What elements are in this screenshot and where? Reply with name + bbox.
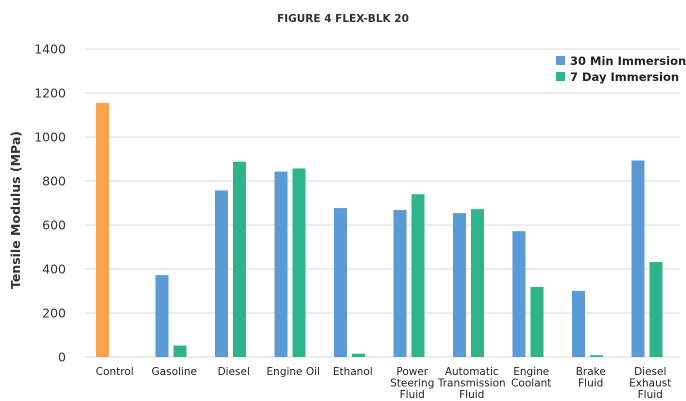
y-tick-label: 200 [42, 306, 66, 321]
bar-series-2 [411, 194, 425, 357]
x-tick-label-line: Fluid [459, 389, 484, 401]
y-tick-labels: 0 200 400 600 800 1000 1200 1400 [34, 42, 66, 365]
bar-series-2 [292, 168, 306, 357]
x-tick-label-line: Gasoline [152, 366, 197, 378]
x-tick-label-line: Fluid [400, 389, 425, 401]
x-tick-label-line: Engine [513, 366, 549, 378]
x-tick-label-line: Power [396, 366, 428, 378]
y-tick-label: 400 [42, 262, 66, 277]
bar-series-2 [530, 287, 544, 357]
y-tick-label: 1400 [34, 42, 66, 57]
x-tick-label: Diesel Exhaust Fluid [629, 366, 671, 401]
x-tick-label-line: Ethanol [333, 366, 373, 378]
x-tick-label-line: Exhaust [629, 378, 671, 390]
bar-control [96, 102, 109, 358]
x-tick-label-line: Brake [576, 366, 606, 378]
x-tick-label-line: Coolant [511, 378, 551, 390]
bar-series-1 [572, 291, 585, 357]
x-tick-label-line: Diesel [218, 366, 250, 378]
y-tick-label: 1200 [34, 86, 66, 101]
bar-series-1 [155, 275, 169, 357]
x-tick-label: Control [96, 366, 134, 378]
bar-series-1 [453, 213, 466, 357]
y-tick-label: 600 [42, 218, 66, 233]
bar-series-1 [215, 190, 228, 357]
x-tick-label-line: Diesel [634, 366, 666, 378]
bar-series-2 [471, 209, 484, 357]
legend-label-2: 7 Day Immersion [570, 70, 679, 84]
x-tick-label-line: Fluid [578, 378, 603, 390]
x-tick-label-line: Transmission [437, 378, 506, 390]
legend: 30 Min Immersion 7 Day Immersion [556, 54, 686, 84]
x-tick-label-line: Fluid [638, 389, 663, 401]
y-axis-label: Tensile Modulus (MPa) [8, 131, 23, 289]
bar-series-1 [631, 160, 645, 357]
y-tick-label: 1000 [34, 130, 66, 145]
bar-series-2 [173, 345, 187, 357]
bar-series-2 [649, 261, 663, 357]
x-tick-label: Engine Coolant [511, 366, 551, 390]
x-tick-label-line: Engine Oil [267, 366, 320, 378]
legend-label-1: 30 Min Immersion [570, 54, 686, 68]
x-tick-label-line: Steering [390, 378, 434, 390]
chart-title: FIGURE 4 FLEX-BLK 20 [277, 13, 409, 25]
y-tick-label: 800 [42, 174, 66, 189]
x-tick-label: Power Steering Fluid [390, 366, 434, 401]
x-tick-label-line: Automatic [445, 366, 499, 378]
legend-swatch-2 [556, 72, 565, 81]
bar-series-1 [274, 171, 288, 357]
bar-series-1 [393, 210, 407, 357]
legend-swatch-1 [556, 56, 565, 65]
x-tick-labels: Control Gasoline Diesel Engine Oil Ethanol Po… [96, 366, 672, 401]
x-tick-label-line: Control [96, 366, 134, 378]
x-tick-label: Automatic Transmission Fluid [437, 366, 506, 401]
y-tick-label: 0 [58, 350, 66, 365]
bar-series-2 [233, 161, 246, 357]
bar-series-2 [352, 353, 365, 357]
bar-series-1 [334, 208, 347, 357]
x-tick-label: Gasoline [152, 366, 197, 378]
bar-series-1 [512, 231, 526, 357]
x-tick-label: Diesel [218, 366, 250, 378]
bar-series-2 [590, 355, 603, 357]
bars [96, 102, 663, 358]
x-tick-label: Brake Fluid [576, 366, 606, 390]
gridlines [85, 48, 680, 358]
x-tick-label: Engine Oil [267, 366, 320, 378]
x-tick-label: Ethanol [333, 366, 373, 378]
